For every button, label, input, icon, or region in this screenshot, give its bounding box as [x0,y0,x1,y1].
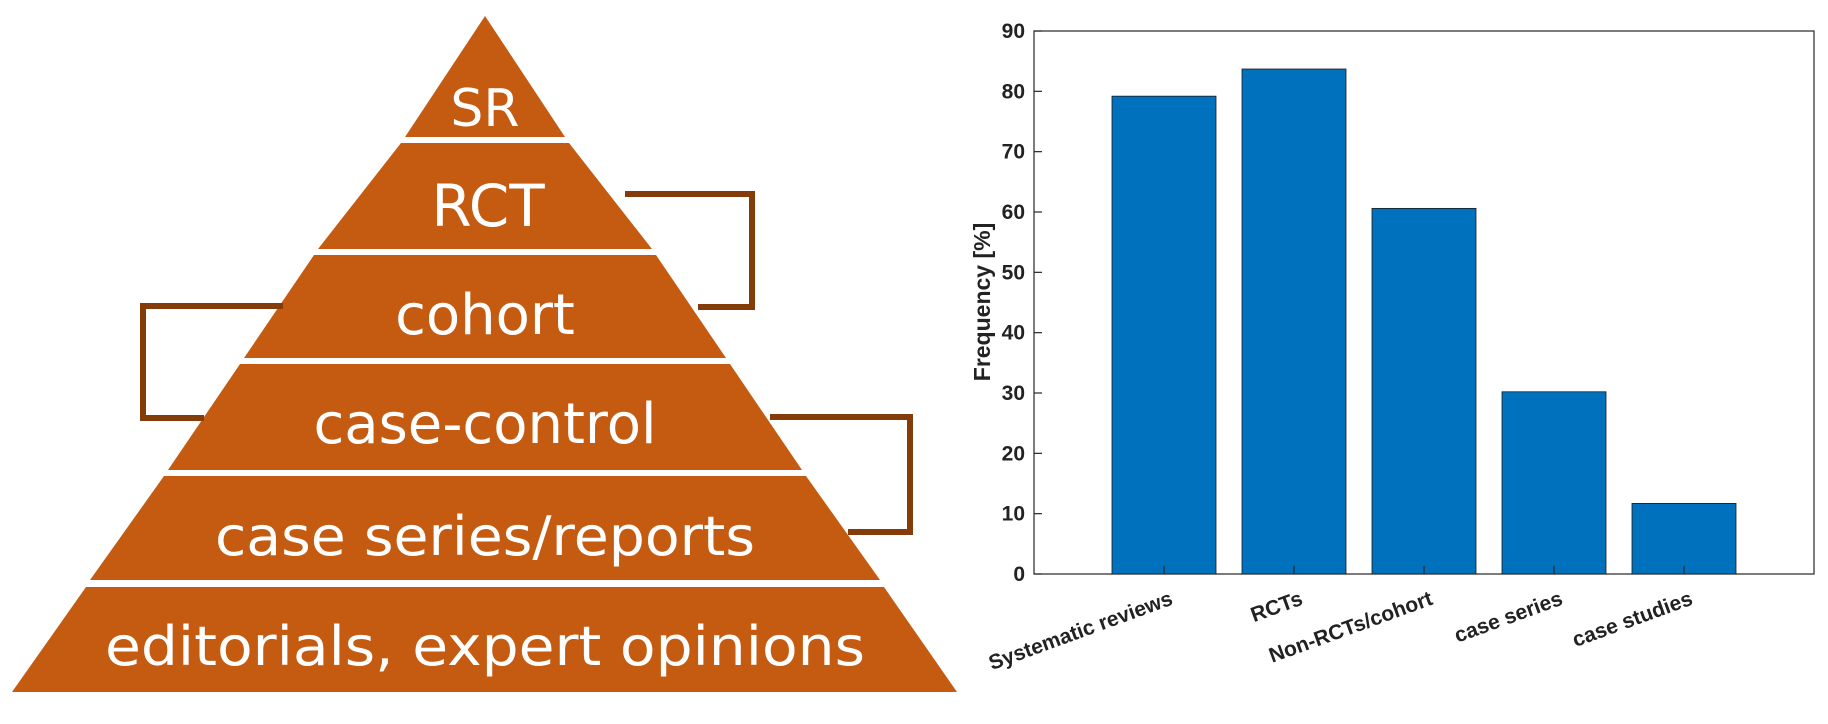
bar [1371,207,1477,575]
pyramid-label-rct: RCT [431,172,545,240]
arrow-cohort-to-case-control [140,303,283,421]
x-tick-label: RCTs [1248,587,1306,627]
pyramid-label-case-series: case series/reports [215,505,755,568]
evidence-pyramid: SR RCT cohort case-control case series/r… [12,16,957,692]
pyramid-level-cohort [244,255,726,358]
y-tick-label: 90 [1002,20,1025,43]
x-tick-label: case studies [1569,587,1695,652]
pyramid-level-rct [318,143,652,249]
y-tick-label: 60 [1002,201,1025,224]
bar-chart: 0 10 20 30 40 50 60 70 80 90 Systematic reviews RC… [969,20,1815,675]
pyramid-label-sr: SR [450,79,519,139]
bar [1501,391,1607,575]
pyramid-label-cohort: cohort [395,283,575,348]
arrow-rct-to-cohort [625,191,755,310]
pyramid-label-editorials: editorials, expert opinions [105,615,865,678]
y-axis-label: Frequency [%] [969,223,995,381]
pyramid-level-sr [405,16,565,137]
y-tick-label: 80 [1002,80,1025,103]
y-tick-label: 10 [1002,503,1025,526]
y-axis: 0 10 20 30 40 50 60 70 80 90 [1002,20,1042,586]
arrow-case-control-to-case-series [770,414,913,535]
pyramid-level-editorials [12,587,957,692]
x-tick-label: case series [1451,587,1565,647]
y-tick-label: 70 [1002,141,1025,164]
pyramid-level-case-control [168,364,802,470]
y-tick-label: 0 [1013,563,1025,586]
bar [1111,95,1217,575]
y-tick-label: 30 [1002,382,1025,405]
bars [1111,68,1737,575]
y-tick-label: 40 [1002,322,1025,345]
pyramid-level-case-series [90,476,880,580]
y-tick-label: 20 [1002,442,1025,465]
bar [1241,68,1347,575]
pyramid-label-case-control: case-control [313,392,656,457]
bar [1631,503,1737,575]
x-tick-label: Systematic reviews [986,587,1176,675]
y-tick-label: 50 [1002,261,1025,284]
